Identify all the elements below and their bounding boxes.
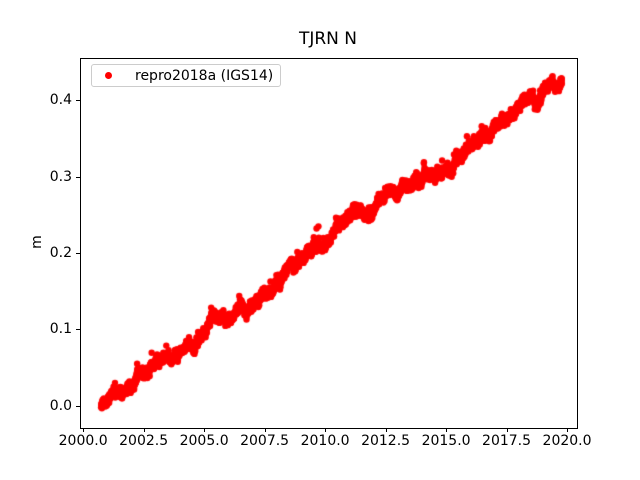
- x-tick-label: 2007.5: [240, 433, 290, 449]
- plot-title: TJRN N: [298, 29, 358, 49]
- y-tick-label: 0.3: [49, 168, 72, 185]
- legend-box: repro2018a (IGS14): [91, 64, 281, 87]
- x-tick-mark: [567, 428, 569, 432]
- y-tick-label: 0.2: [49, 245, 72, 261]
- legend-label: repro2018a (IGS14): [135, 67, 274, 84]
- y-tick-label: 0.0: [49, 397, 72, 414]
- axes-frame: [80, 58, 578, 429]
- x-tick-mark: [264, 428, 266, 432]
- scatter-points-canvas: [81, 59, 577, 428]
- x-tick-mark: [385, 428, 387, 432]
- y-tick-mark: [76, 100, 80, 102]
- x-tick-mark: [446, 428, 448, 432]
- x-tick-mark: [506, 428, 508, 432]
- x-tick-mark: [204, 428, 206, 432]
- y-axis-label: m: [29, 235, 45, 249]
- x-tick-mark: [83, 428, 85, 432]
- x-tick-label: 2005.0: [179, 433, 229, 449]
- x-tick-label: 2020.0: [542, 433, 592, 449]
- x-tick-label: 2012.5: [361, 433, 411, 449]
- y-tick-mark: [76, 253, 80, 254]
- x-tick-label: 2017.5: [482, 433, 532, 449]
- x-tick-label: 2002.5: [119, 433, 169, 449]
- y-tick-mark: [76, 405, 80, 407]
- x-tick-mark: [143, 428, 145, 432]
- y-tick-label: 0.4: [49, 92, 72, 109]
- x-tick-label: 2000.0: [58, 433, 108, 449]
- x-tick-label: 2015.0: [421, 433, 471, 449]
- legend-red-dot-icon: [105, 72, 112, 79]
- x-tick-label: 2010.0: [300, 433, 350, 449]
- y-tick-label: 0.1: [49, 321, 72, 338]
- x-tick-mark: [325, 428, 327, 432]
- y-tick-mark: [76, 176, 80, 178]
- y-tick-mark: [76, 329, 80, 331]
